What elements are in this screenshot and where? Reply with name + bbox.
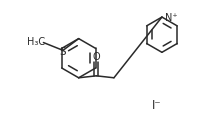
Text: I⁻: I⁻ (152, 99, 162, 112)
Text: O: O (92, 52, 100, 62)
Text: S: S (60, 47, 66, 57)
Text: H₃C: H₃C (27, 37, 45, 47)
Text: N⁺: N⁺ (165, 13, 177, 23)
